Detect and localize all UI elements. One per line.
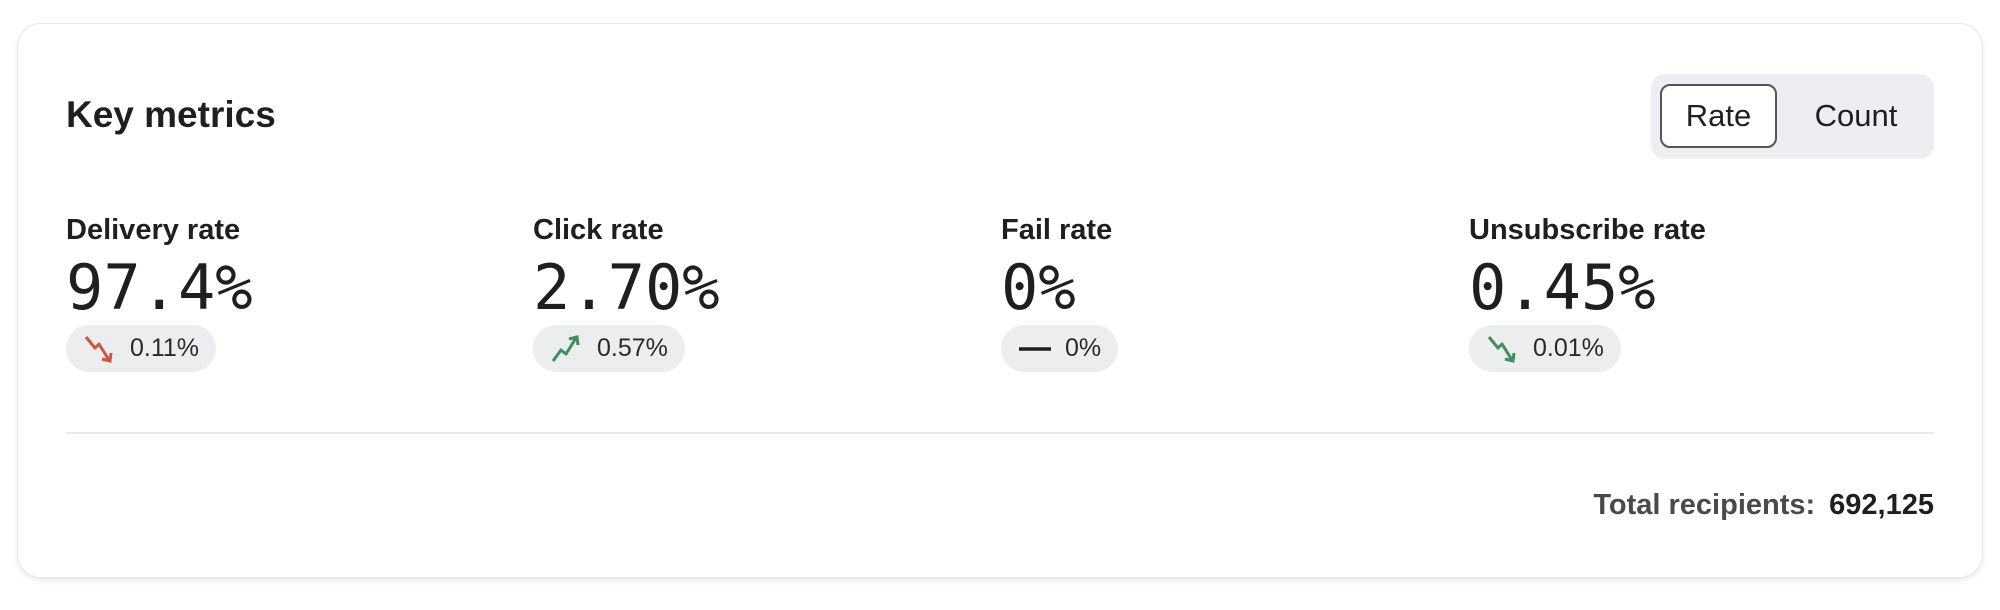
- change-badge: 0.57%: [533, 325, 685, 372]
- divider: [66, 432, 1934, 434]
- toggle-count[interactable]: Count: [1814, 98, 1898, 133]
- metric-value: 97.4%: [66, 251, 253, 324]
- metric-label: Unsubscribe rate: [1469, 214, 1706, 246]
- metric-unsubscribe-rate: Unsubscribe rate 0.45% 0.01%: [1469, 214, 1706, 372]
- dash-icon: [1019, 346, 1051, 351]
- metric-label: Delivery rate: [66, 214, 241, 246]
- total-recipients-label: Total recipients:: [1593, 489, 1816, 521]
- metric-label: Click rate: [533, 214, 664, 246]
- change-value: 0.01%: [1533, 334, 1604, 362]
- metric-delivery-rate: Delivery rate 97.4% 0.11%: [66, 214, 253, 372]
- metric-value: 0.45%: [1469, 251, 1656, 324]
- trend-up-icon: [551, 334, 580, 362]
- total-recipients-value: 692,125: [1829, 489, 1934, 521]
- trend-down-icon: [84, 335, 113, 363]
- card-title: Key metrics: [66, 94, 276, 135]
- metric-value: 2.70%: [533, 251, 720, 324]
- change-badge: 0.11%: [66, 325, 217, 372]
- change-value: 0%: [1065, 334, 1102, 362]
- change-value: 0.57%: [597, 334, 668, 362]
- key-metrics-card: Key metrics Rate Count Delivery rate 97.…: [17, 23, 1983, 578]
- trend-down-icon: [1487, 335, 1516, 363]
- change-value: 0.11%: [130, 334, 200, 362]
- rate-count-toggle: Rate Count: [1651, 74, 1934, 159]
- total-recipients: Total recipients: 692,125: [1593, 489, 1934, 522]
- metric-label: Fail rate: [1001, 214, 1113, 246]
- metric-fail-rate: Fail rate 0% 0%: [1001, 214, 1119, 372]
- metric-value: 0%: [1001, 251, 1076, 324]
- toggle-rate[interactable]: Rate: [1660, 84, 1777, 148]
- metric-click-rate: Click rate 2.70% 0.57%: [533, 214, 720, 372]
- change-badge: 0%: [1001, 325, 1119, 372]
- change-badge: 0.01%: [1469, 325, 1621, 372]
